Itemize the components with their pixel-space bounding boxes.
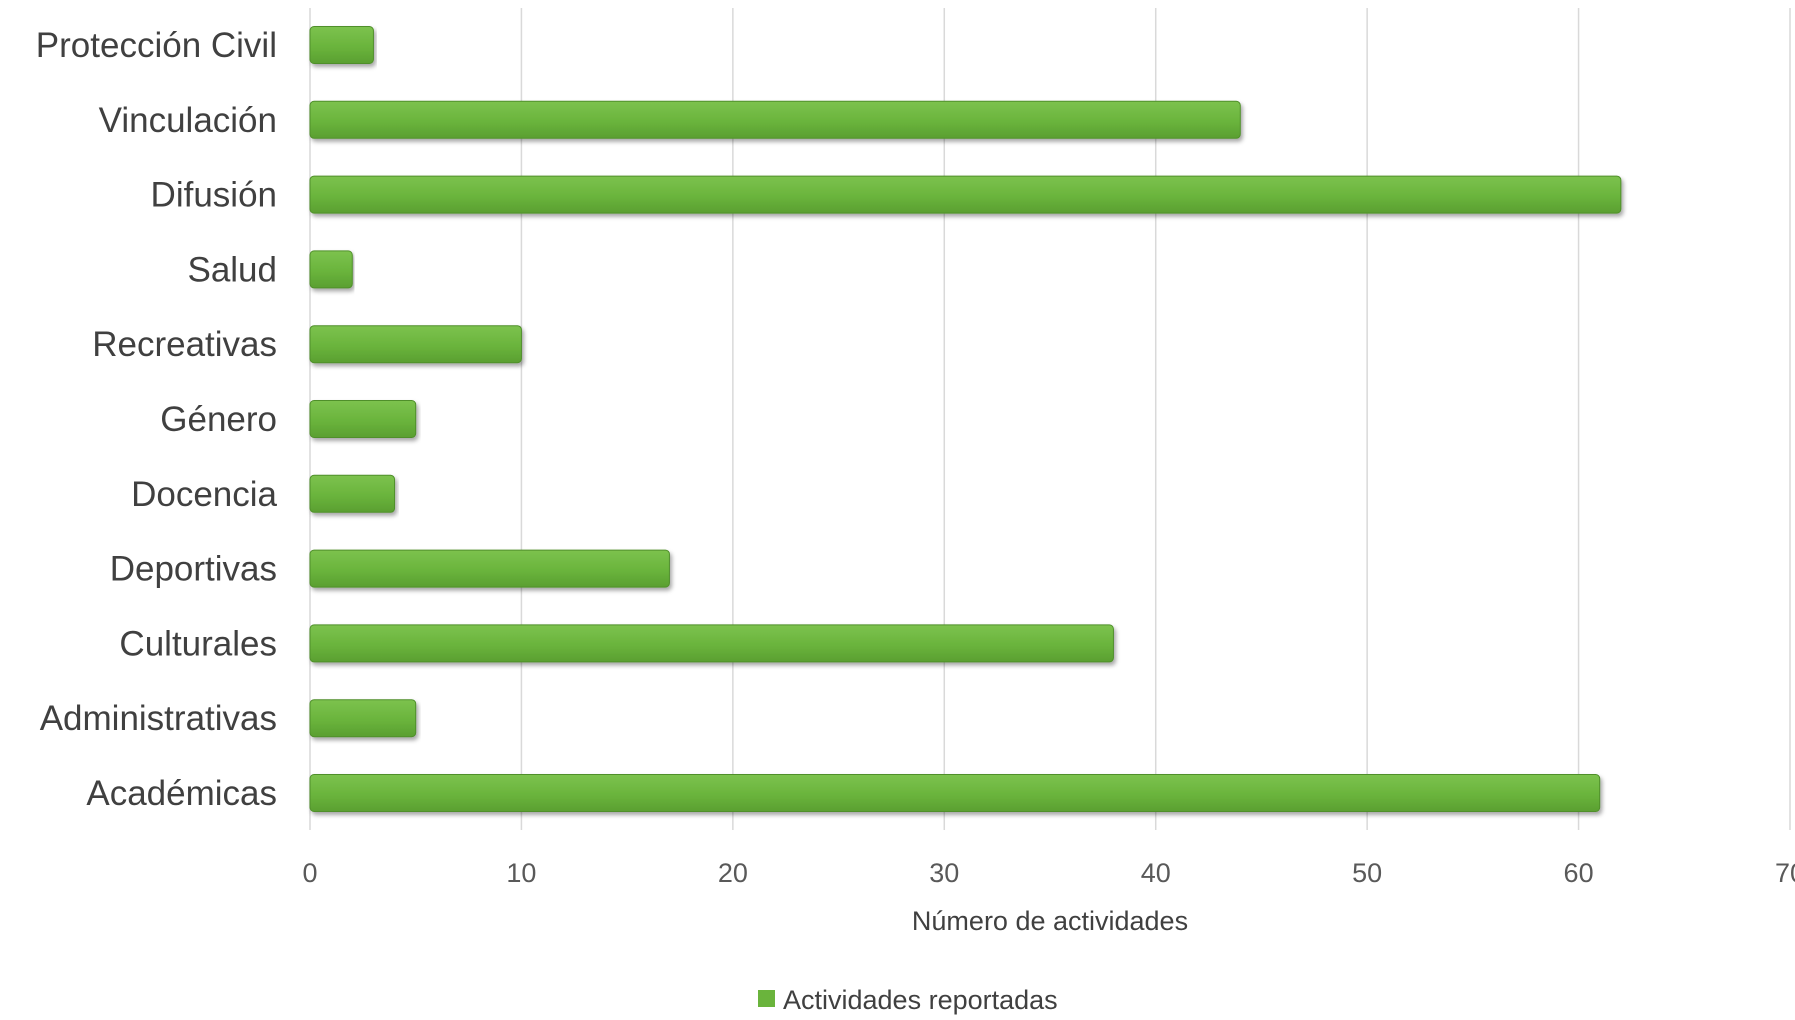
legend-label: Actividades reportadas bbox=[783, 985, 1058, 1015]
bar-docencia bbox=[309, 474, 396, 513]
category-label: Académicas bbox=[86, 774, 277, 813]
x-tick-label: 10 bbox=[506, 858, 536, 888]
gridlines bbox=[309, 8, 1791, 830]
bar-difusión bbox=[309, 175, 1622, 214]
bar-deportivas bbox=[309, 549, 670, 588]
bar-culturales bbox=[309, 624, 1114, 663]
bar-protección-civil bbox=[309, 26, 374, 64]
category-label: Recreativas bbox=[92, 325, 277, 364]
x-tick-label: 40 bbox=[1141, 858, 1171, 888]
legend-swatch bbox=[758, 990, 775, 1007]
bar-académicas bbox=[309, 774, 1601, 812]
x-tick-label: 60 bbox=[1564, 858, 1594, 888]
x-tick-label: 20 bbox=[718, 858, 748, 888]
category-label: Protección Civil bbox=[36, 26, 277, 65]
category-label: Docencia bbox=[131, 475, 277, 514]
bar-recreativas bbox=[309, 325, 522, 364]
category-label: Género bbox=[160, 400, 277, 439]
x-tick-label: 50 bbox=[1352, 858, 1382, 888]
category-label: Deportivas bbox=[110, 550, 277, 589]
bar-salud bbox=[309, 250, 353, 289]
category-label: Culturales bbox=[119, 624, 277, 663]
x-axis-title: Número de actividades bbox=[912, 906, 1188, 936]
category-label: Administrativas bbox=[40, 699, 277, 738]
x-tick-labels: 0 10 20 30 40 50 60 70 bbox=[302, 858, 1795, 888]
x-tick-label: 0 bbox=[302, 858, 317, 888]
category-label: Vinculación bbox=[99, 101, 277, 140]
bar-vinculación bbox=[309, 100, 1241, 139]
bar-género bbox=[309, 400, 417, 438]
category-label: Difusión bbox=[151, 176, 277, 215]
x-tick-label: 30 bbox=[929, 858, 959, 888]
x-tick-label: 70 bbox=[1775, 858, 1795, 888]
bars bbox=[309, 26, 1622, 812]
bar-administrativas bbox=[309, 699, 417, 738]
category-label: Salud bbox=[187, 250, 277, 289]
legend: Actividades reportadas bbox=[758, 985, 1058, 1015]
category-labels: Académicas Administrativas Culturales Depor… bbox=[36, 26, 278, 813]
